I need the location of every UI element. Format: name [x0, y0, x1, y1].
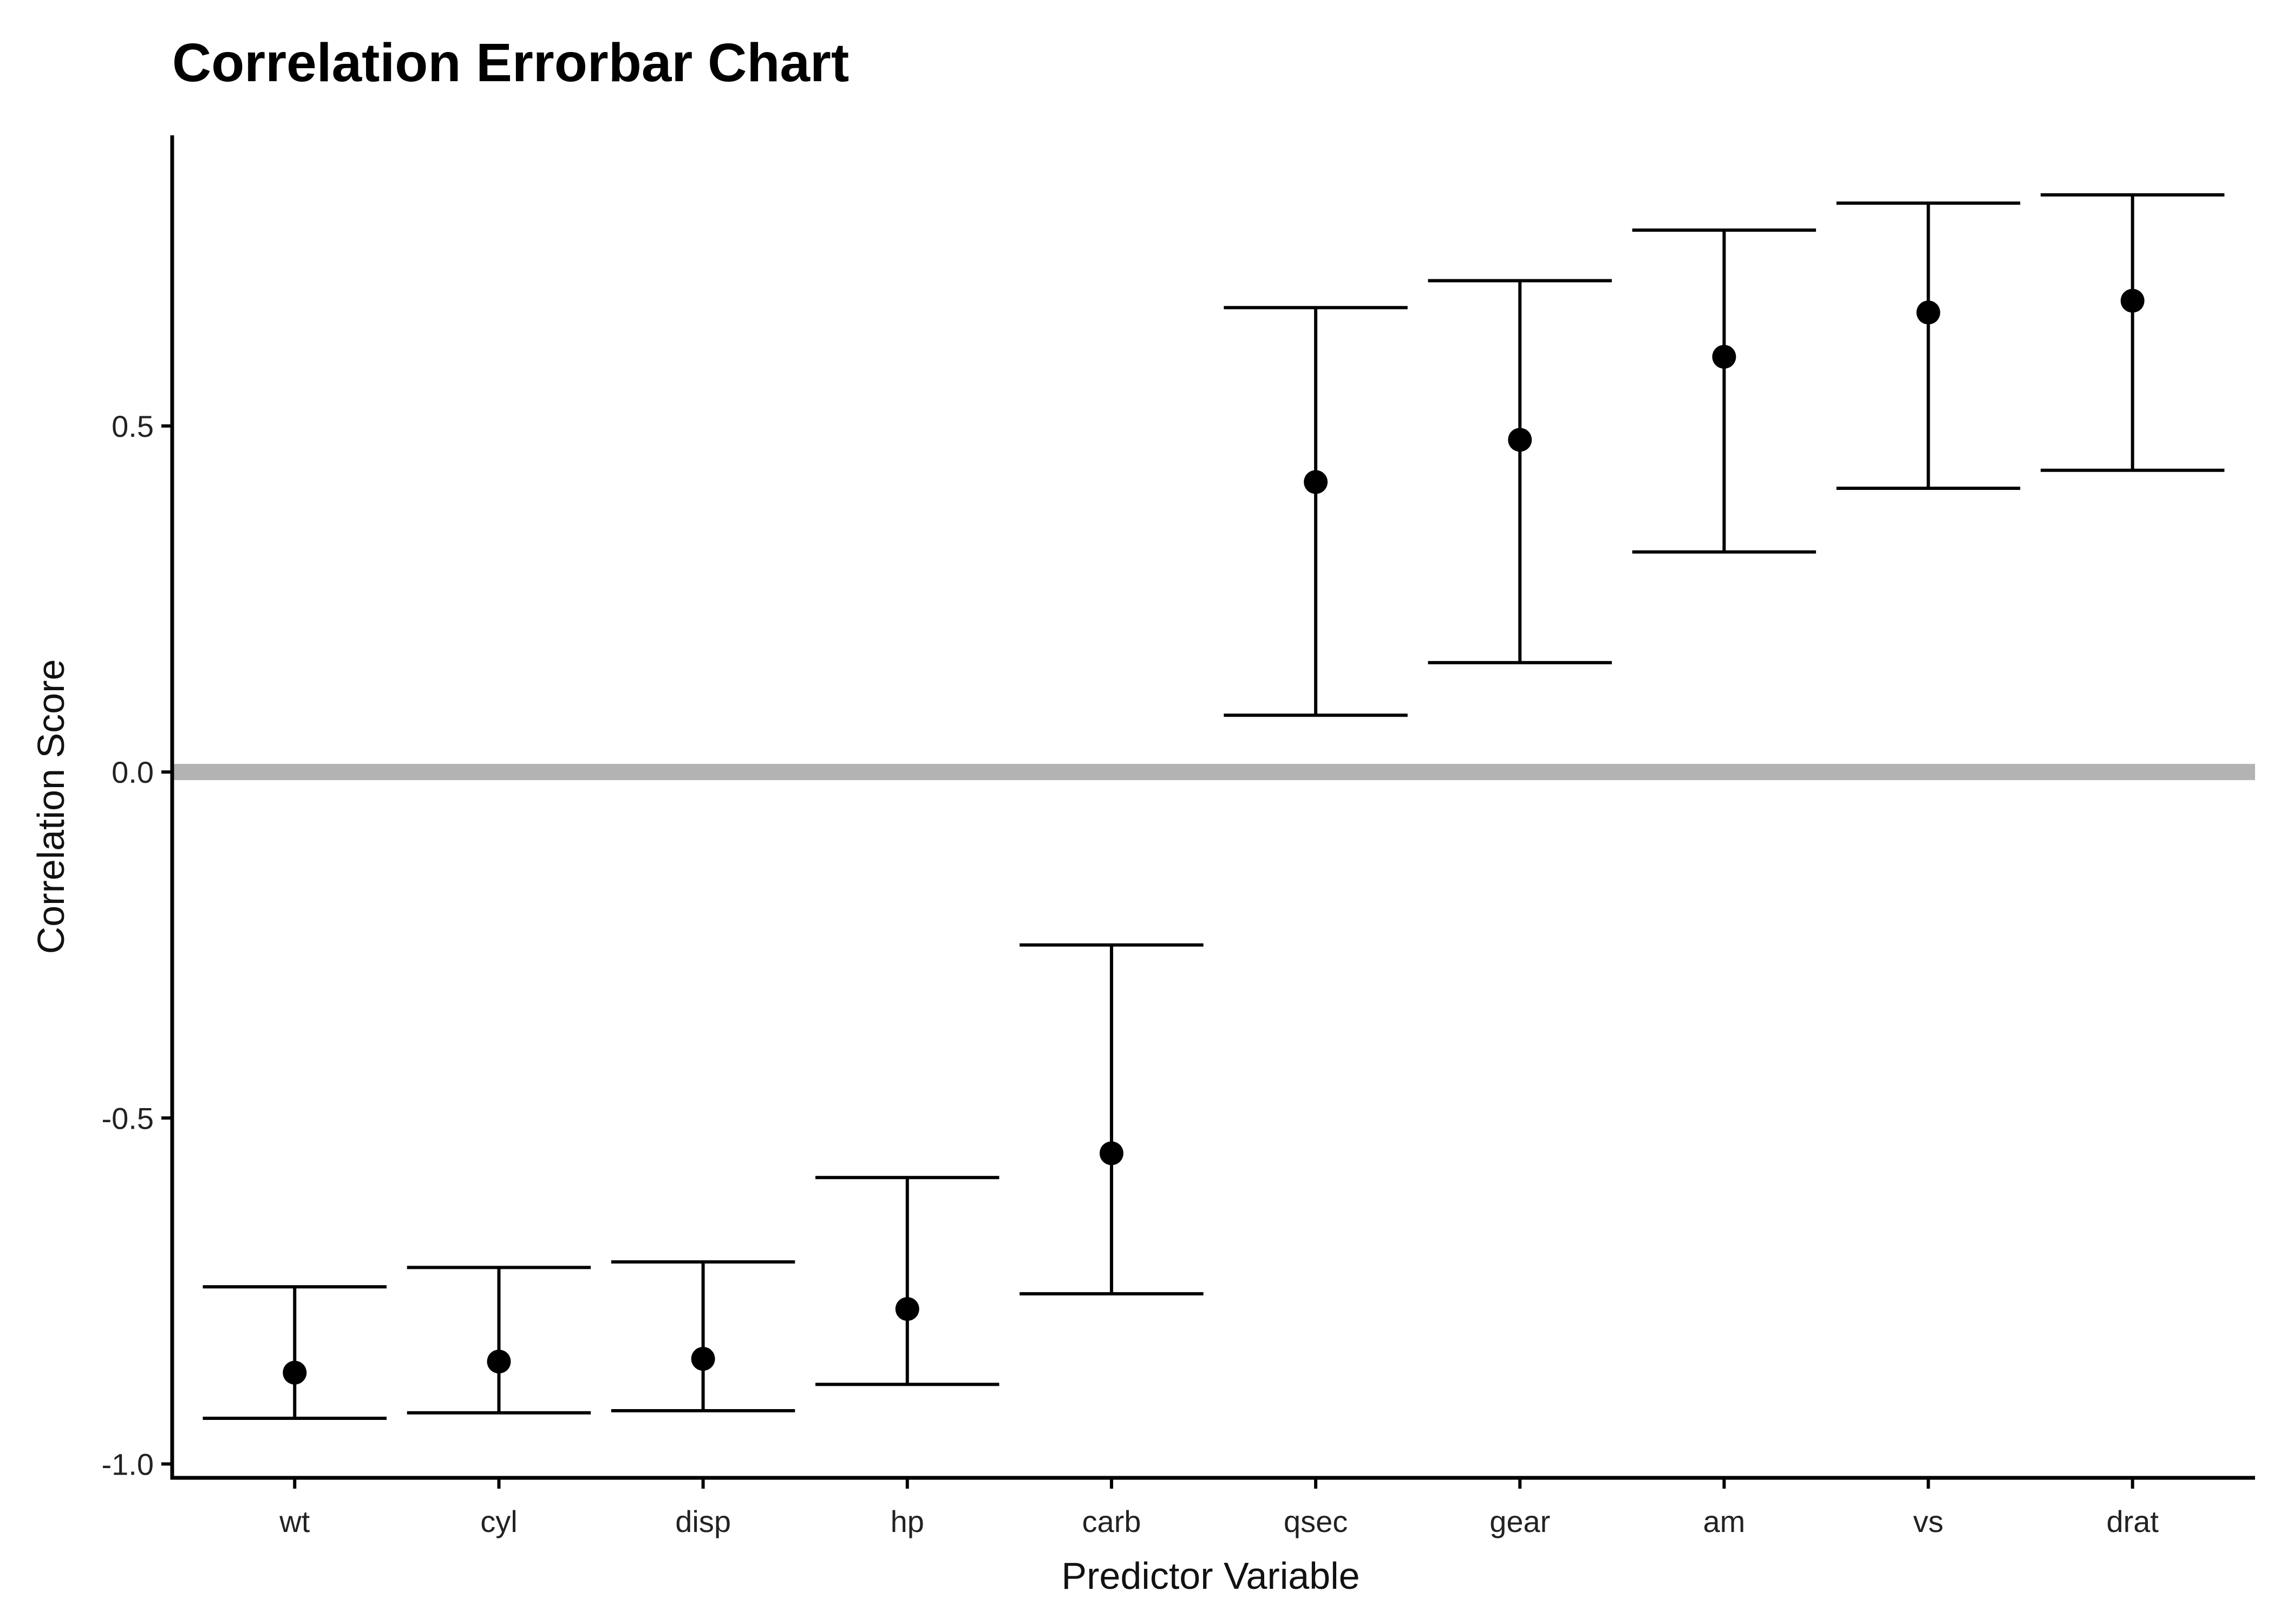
x-tick-label-am: am	[1703, 1504, 1745, 1538]
y-tick-label: -1.0	[102, 1447, 154, 1481]
x-tick-label-drat: drat	[2106, 1504, 2159, 1538]
errorbar-hp	[815, 1176, 999, 1386]
errorbar-drat	[2040, 193, 2225, 472]
errorbar-disp	[611, 1260, 795, 1412]
estimate-point	[1712, 345, 1736, 369]
x-tick-label-disp: disp	[675, 1504, 731, 1538]
errorbar-am	[1632, 228, 1816, 554]
chart-title: Correlation Errorbar Chart	[172, 32, 849, 93]
axes-layer	[170, 135, 2255, 1480]
y-axis-title: Correlation Score	[30, 659, 72, 954]
y-ticks-layer: -1.0 -0.5 0.0 0.5	[102, 409, 172, 1481]
x-tick-label-hp: hp	[891, 1504, 924, 1538]
x-ticks-layer: wt cyl disp hp carb qsec gear am vs drat	[279, 1478, 2159, 1538]
errorbar-vs	[1836, 201, 2021, 490]
estimate-point	[2120, 289, 2145, 313]
x-tick-label-qsec: qsec	[1284, 1504, 1348, 1538]
x-axis-title: Predictor Variable	[1061, 1555, 1360, 1597]
estimate-point	[1099, 1141, 1123, 1165]
estimate-point	[1508, 428, 1532, 452]
estimate-point	[283, 1360, 307, 1385]
estimate-point	[1304, 470, 1328, 494]
y-tick-label: 0.5	[112, 409, 154, 443]
x-tick-label-carb: carb	[1082, 1504, 1141, 1538]
x-tick-label-gear: gear	[1489, 1504, 1550, 1538]
estimate-point	[895, 1297, 919, 1321]
estimate-point	[691, 1347, 715, 1371]
errorbar-gear	[1428, 279, 1612, 665]
errorbar-wt	[202, 1285, 387, 1420]
x-tick-label-cyl: cyl	[480, 1504, 517, 1538]
errorbar-qsec	[1224, 306, 1408, 717]
y-tick-label: 0.0	[112, 755, 154, 789]
estimate-point	[1916, 300, 1940, 325]
x-tick-label-vs: vs	[1913, 1504, 1944, 1538]
y-tick-label: -0.5	[102, 1101, 154, 1135]
x-tick-label-wt: wt	[279, 1504, 310, 1538]
estimate-point	[487, 1350, 511, 1374]
errorbar-carb	[1020, 943, 1204, 1295]
errorbar-cyl	[407, 1266, 591, 1415]
errorbar-marks-layer	[202, 193, 2225, 1420]
